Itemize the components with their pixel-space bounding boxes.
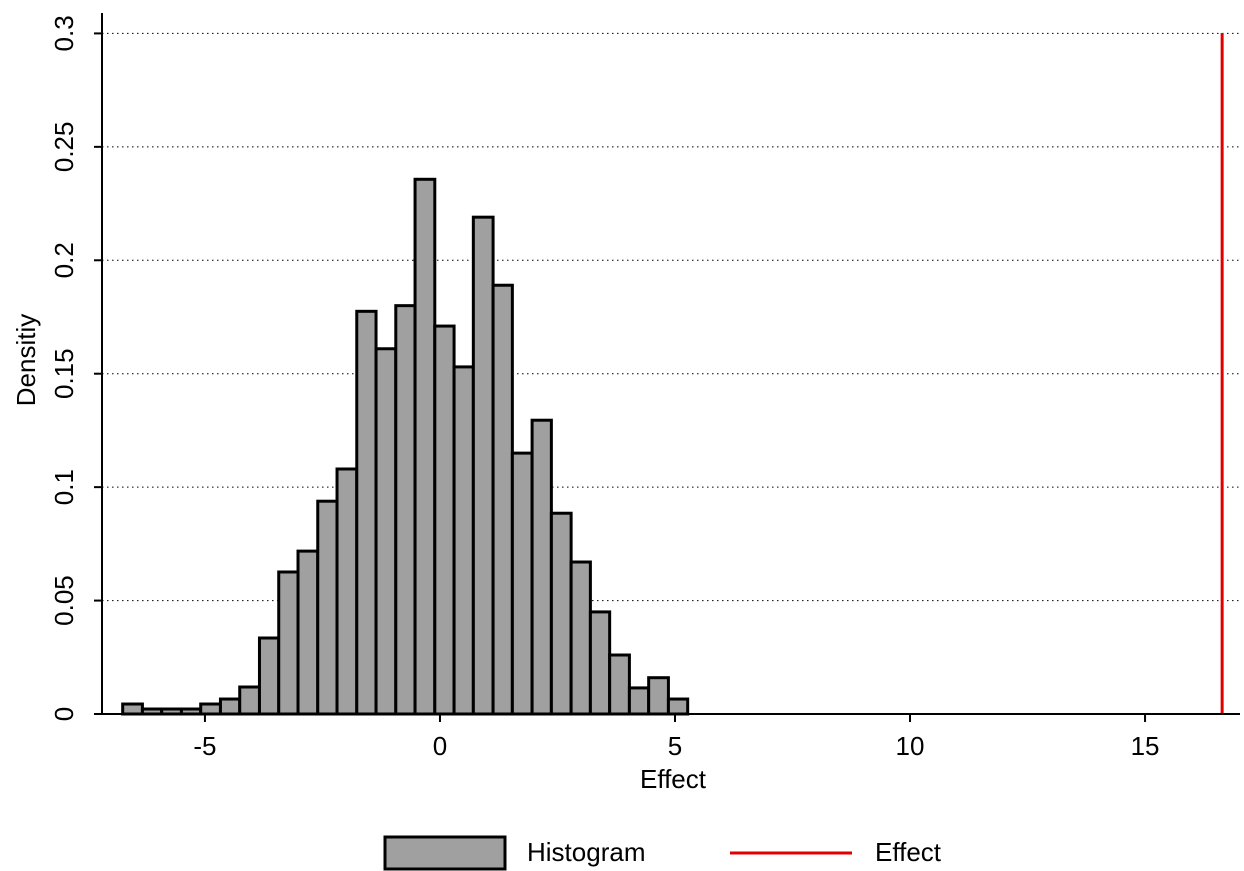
x-tick-label: 5 [668, 731, 682, 761]
legend-swatch [383, 835, 507, 871]
bar [452, 365, 475, 716]
y-tick-label: 0.15 [49, 348, 79, 399]
y-tick-label: 0.05 [49, 575, 79, 626]
bar [374, 347, 398, 716]
x-tick-label: 0 [433, 731, 447, 761]
bar [121, 702, 144, 716]
y-tick-label: 0.2 [49, 242, 79, 278]
y-tick-label: 0.3 [49, 15, 79, 51]
bar [491, 283, 514, 716]
bar [588, 610, 612, 716]
bar [296, 549, 320, 716]
bar [471, 215, 495, 716]
y-tick-label: 0 [49, 707, 79, 721]
bar [530, 418, 553, 716]
bar [510, 451, 534, 716]
bar [199, 702, 222, 716]
bar [549, 511, 573, 716]
y-tick-label: 0.1 [49, 469, 79, 505]
y-axis-label: Densitiy [11, 314, 41, 406]
bar [218, 697, 242, 716]
y-tick-label: 0.25 [49, 122, 79, 173]
bar [647, 676, 670, 716]
bar [413, 177, 437, 716]
bar [627, 686, 651, 716]
bar [277, 570, 300, 716]
legend-label: Histogram [527, 837, 645, 867]
bar [433, 324, 456, 716]
bar [394, 304, 417, 716]
x-tick-label: 10 [896, 731, 925, 761]
x-tick-label: 15 [1131, 731, 1160, 761]
x-tick-label: -5 [193, 731, 216, 761]
bar [238, 685, 261, 716]
bar [316, 499, 339, 716]
legend-label: Effect [875, 837, 942, 867]
bar [355, 309, 378, 716]
bar [257, 636, 281, 716]
bar [608, 653, 631, 716]
bar [666, 697, 690, 716]
bar [335, 467, 359, 716]
x-axis-label: Effect [640, 764, 707, 794]
bar [569, 560, 592, 716]
